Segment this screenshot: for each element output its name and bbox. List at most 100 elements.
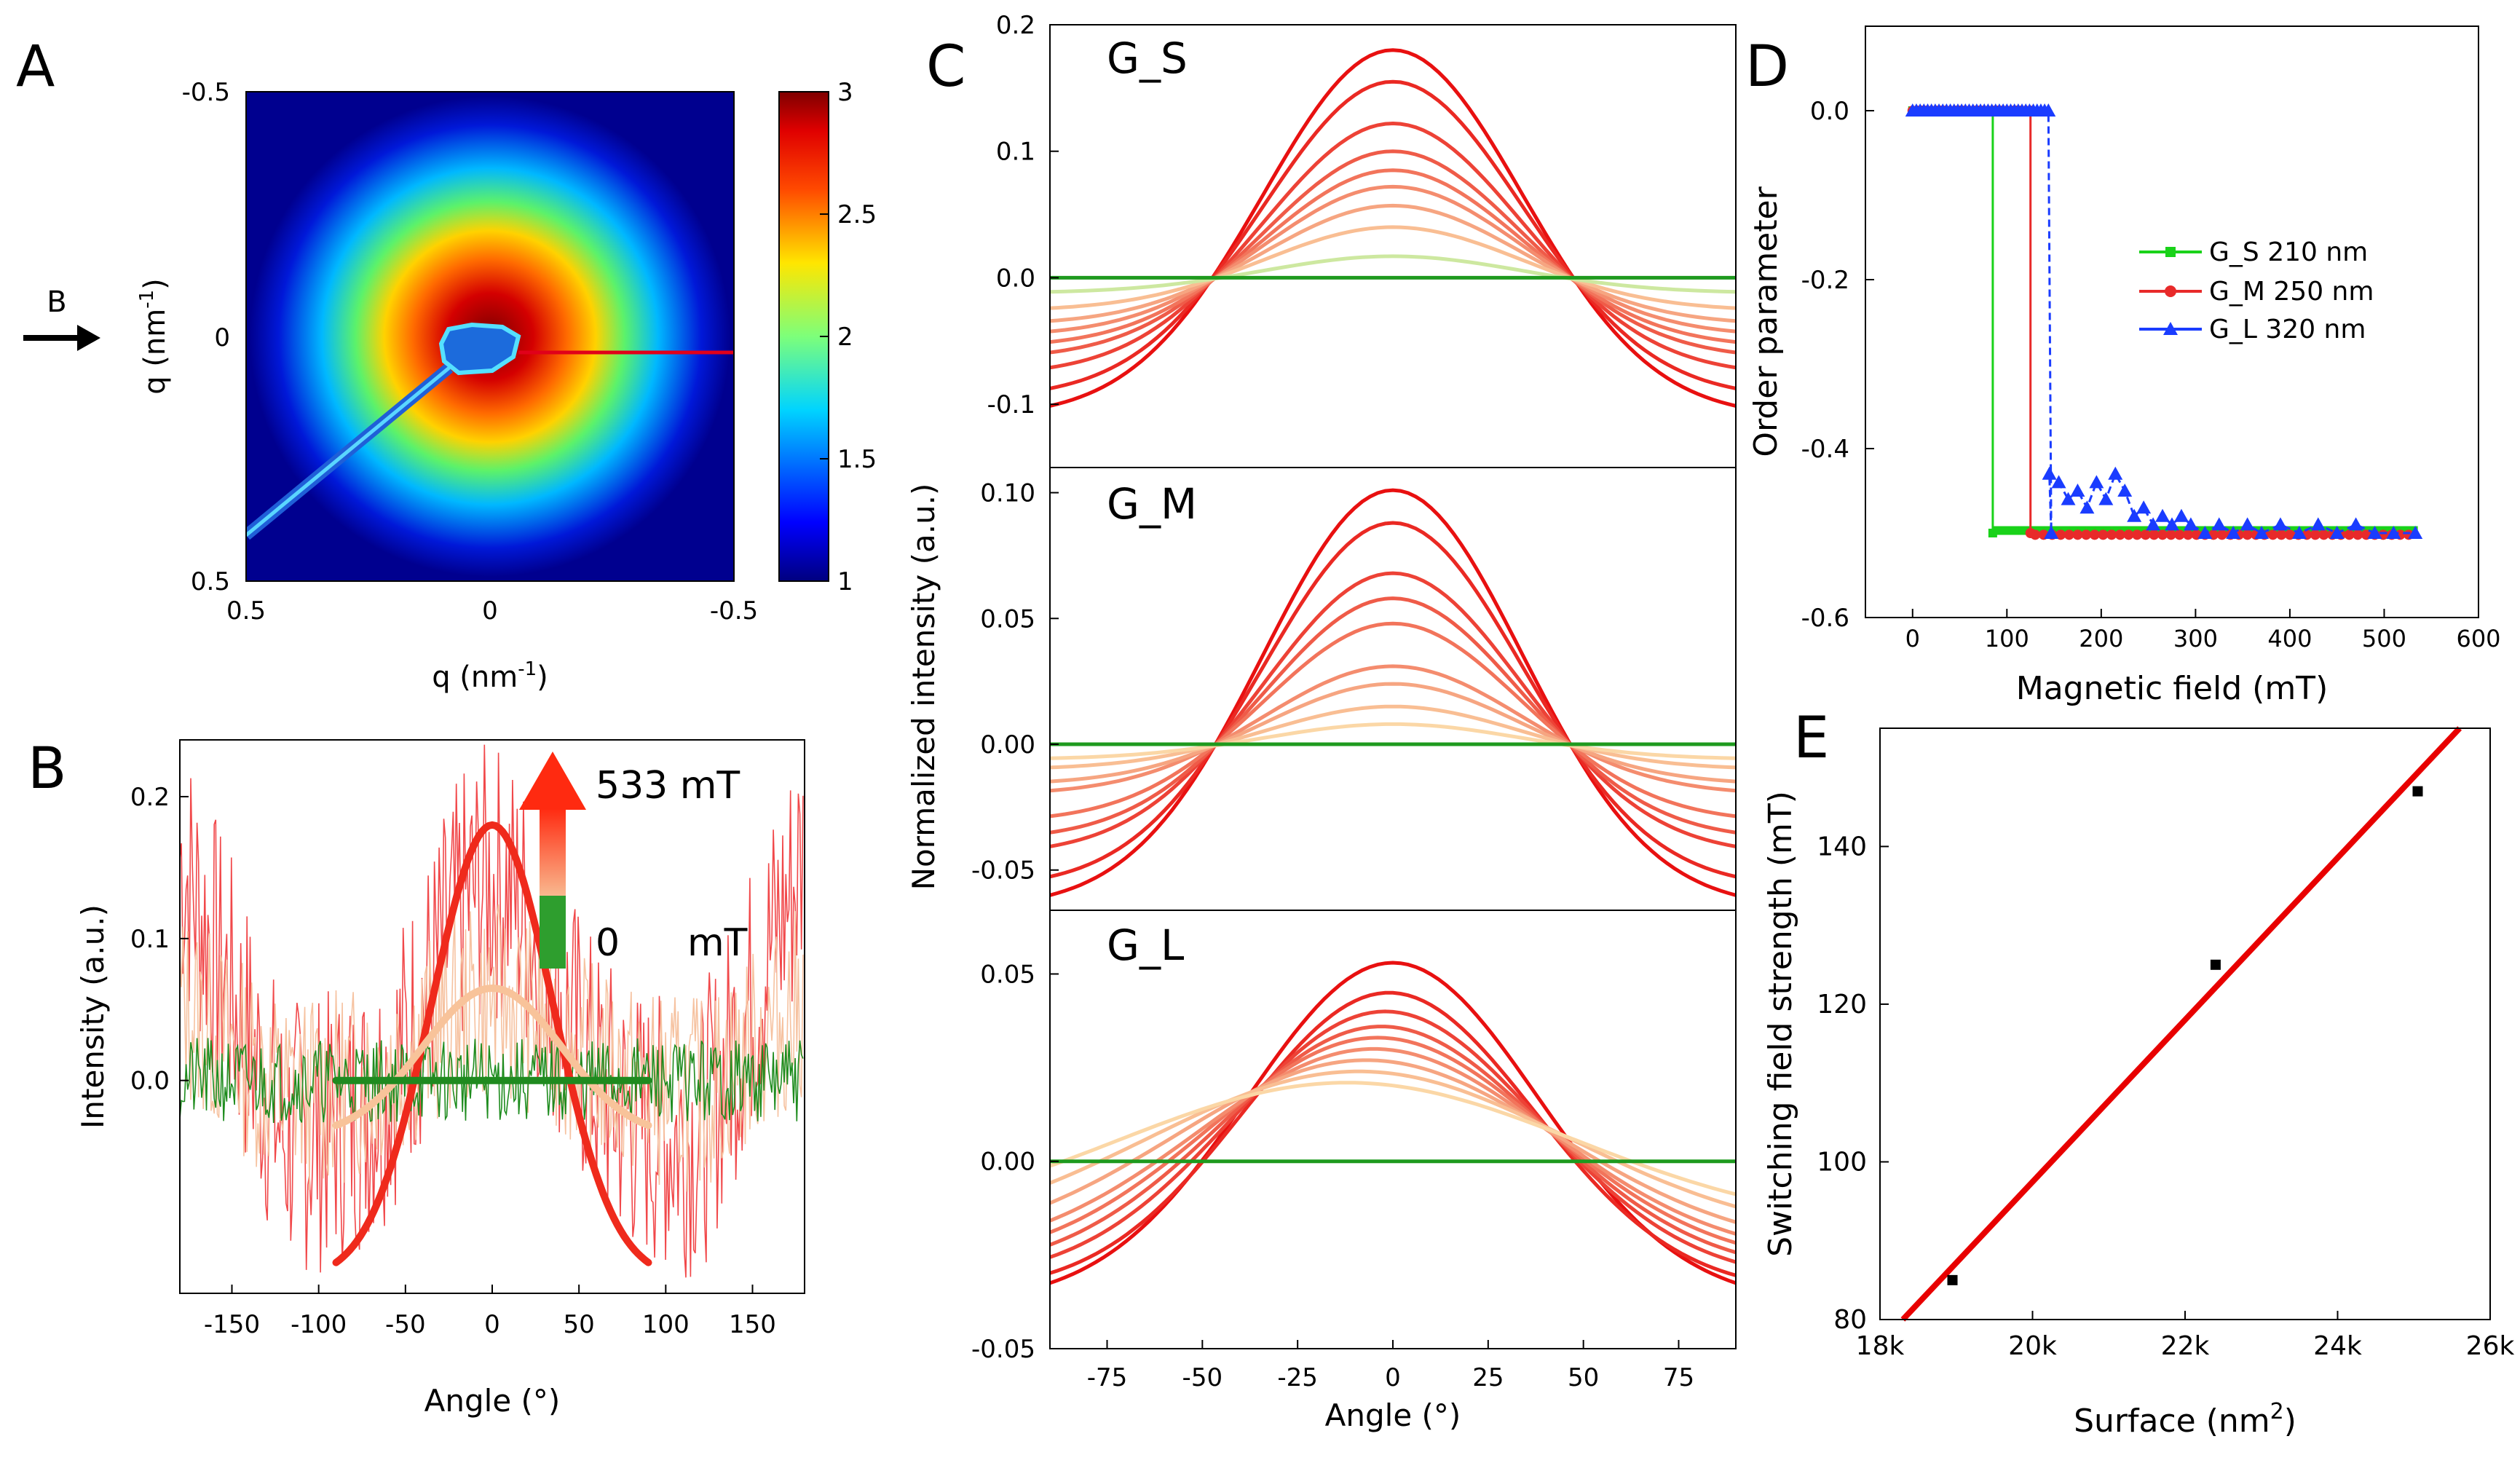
e-xtick-2: 22k [2161,1331,2210,1361]
c-gs-curve-5 [1050,184,1736,334]
e-point-2 [2412,786,2423,797]
c-gl-curve-8 [1050,1081,1736,1196]
panel-c: 0.2 0.1 0.0 -0.1 0.10 0.05 0.00 -0.05 0.05 0.00 -0… [906,11,1737,1433]
panel-label-a: A [16,34,55,100]
colorbar-ticks [820,91,829,582]
c-gs-curve-6 [1050,203,1736,323]
c-ytick-2-0: 0.05 [980,960,1035,989]
d-ytick-0: 0.0 [1810,97,1849,126]
d-point-2-63 [2348,517,2363,531]
d-point-2-61 [2310,517,2326,531]
c-gs-curve-2 [1050,121,1736,370]
d-legend-gs: G_S 210 nm [2209,237,2368,267]
d-point-0-22 [2018,526,2028,535]
e-xtick-0: 18k [1856,1331,1905,1361]
b-ytick-1: 0.1 [130,925,170,954]
c-gl-curve-1 [1050,990,1736,1277]
d-point-1-57 [2284,529,2295,540]
d-point-1-49 [2216,529,2227,540]
c-ytick-2-2: -0.05 [971,1335,1035,1364]
d-point-2-56 [2226,526,2241,539]
cbar-tick-2: 2 [837,323,853,352]
d-point-0-20 [2002,526,2011,535]
c-gs-curve-4 [1050,168,1736,344]
d-point-1-31 [2063,529,2074,540]
d-point-1-56 [2276,529,2287,540]
cbar-tick-3: 3 [837,78,853,107]
d-point-2-45 [2108,466,2123,480]
d-point-2-40 [2061,492,2076,505]
d-point-2-43 [2089,475,2104,489]
c-gl-curve-6 [1050,1058,1736,1224]
c-ytick-1-0: 0.10 [980,479,1035,508]
d-point-1-55 [2267,529,2278,540]
d-point-2-62 [2329,526,2345,539]
c-xtick-3: 0 [1385,1363,1401,1392]
d-point-1-43 [2165,529,2176,540]
d-point-0-19 [1993,526,2002,535]
e-ytick-1: 100 [1817,1147,1867,1177]
c-xtick-6: 75 [1663,1363,1694,1392]
d-point-2-38 [2042,466,2057,480]
d-point-1-34 [2089,529,2100,540]
d-point-2-47 [2127,508,2142,522]
e-ytick-3: 140 [1817,832,1867,861]
e-ytick-2: 120 [1817,990,1867,1020]
d-point-1-35 [2098,529,2109,540]
field-direction-label: B [47,285,66,319]
e-xtick-1: 20k [2008,1331,2057,1361]
d-point-1-60 [2310,529,2320,540]
e-ylabel: Switching field strength (mT) [1762,791,1799,1257]
c-gl-curve-4 [1050,1036,1736,1245]
c-ytick-0-3: -0.1 [987,390,1035,419]
b-xtick-3: 0 [484,1310,500,1339]
d-xtick-2: 200 [2079,625,2123,652]
b-xtick-4: 50 [564,1310,595,1339]
b-legend-zero: 0 [596,921,620,965]
d-point-2-42 [2079,500,2095,514]
c-xtick-4: 25 [1472,1363,1504,1392]
b-fit-0 [332,821,652,1266]
c-ytick-1-2: 0.00 [980,730,1035,760]
d-point-2-46 [2117,484,2133,497]
e-xtick-4: 26k [2466,1331,2515,1361]
c-gl-curve-5 [1050,1046,1736,1236]
beamstop [438,322,521,376]
d-point-2-60 [2291,526,2307,539]
e-point-1 [2210,959,2221,970]
a-xtick-right: -0.5 [710,596,758,626]
b-xlabel: Angle (°) [424,1383,561,1419]
d-point-1-36 [2106,529,2117,540]
panel-label-c: C [926,34,965,100]
c-gm-curve-1 [1050,521,1736,879]
d-xtick-5: 500 [2362,625,2406,652]
panel-label-d: D [1745,34,1789,100]
c-xtick-1: -50 [1182,1363,1223,1392]
b-xtick-2: -50 [385,1310,426,1339]
d-point-1-42 [2157,529,2168,540]
panel-label-e: E [1793,706,1829,771]
d-ytick-3: -0.6 [1801,604,1849,633]
d-point-2-66 [2408,526,2423,539]
d-point-1-44 [2174,529,2185,540]
d-point-2-55 [2211,517,2227,531]
b-plot-area [180,744,804,1278]
d-point-2-36 [2041,103,2056,117]
d-point-1-39 [2132,529,2143,540]
a-ytick-top: -0.5 [182,78,230,107]
b-ylabel: Intensity (a.u.) [75,904,111,1129]
b-xtick-0: -150 [204,1310,260,1339]
c-gl-curve-7 [1050,1069,1736,1209]
d-point-1-30 [2055,529,2066,540]
d-point-2-53 [2183,517,2198,531]
c-xtick-5: 50 [1568,1363,1599,1392]
b-xtick-1: -100 [291,1310,347,1339]
b-ytick-0: 0.2 [130,783,170,812]
c-subplot-gs-title: G_S [1107,33,1188,83]
d-point-0-21 [2010,526,2019,535]
d-point-1-38 [2123,529,2134,540]
b-ytick-2: 0.0 [130,1067,170,1096]
c-gm-curve-4 [1050,621,1736,819]
d-legend-gl: G_L 320 nm [2209,315,2366,344]
c-xlabel: Angle (°) [1325,1397,1461,1433]
